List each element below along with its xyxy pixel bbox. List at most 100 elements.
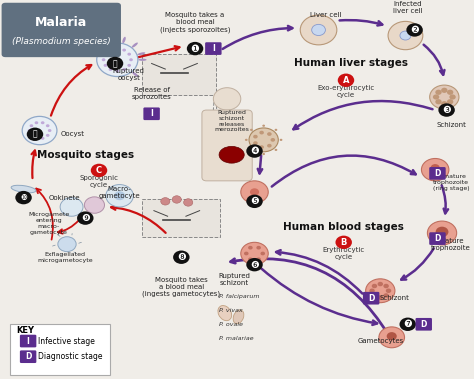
Circle shape: [29, 134, 33, 137]
Text: ❹: ❹: [250, 146, 259, 156]
Text: ❻: ❻: [250, 260, 259, 270]
Text: D: D: [434, 169, 441, 178]
Circle shape: [274, 149, 277, 151]
Circle shape: [267, 132, 272, 136]
Circle shape: [256, 246, 261, 249]
FancyArrowPatch shape: [258, 156, 262, 174]
Circle shape: [260, 252, 265, 255]
Circle shape: [15, 191, 32, 204]
FancyBboxPatch shape: [143, 108, 160, 120]
Circle shape: [104, 64, 107, 67]
Text: P. ovale: P. ovale: [219, 322, 243, 327]
Text: Mosquito takes a
blood meal
(injects sporozoites): Mosquito takes a blood meal (injects spo…: [160, 12, 230, 33]
FancyBboxPatch shape: [20, 350, 36, 363]
Circle shape: [41, 137, 45, 140]
Text: ❾: ❾: [81, 213, 90, 223]
Circle shape: [388, 21, 423, 50]
Text: KEY: KEY: [17, 326, 35, 335]
FancyArrowPatch shape: [261, 268, 377, 325]
Circle shape: [383, 293, 389, 298]
Ellipse shape: [132, 42, 138, 48]
Circle shape: [173, 251, 190, 264]
Circle shape: [213, 88, 241, 110]
Text: (Plasmodium species): (Plasmodium species): [12, 37, 110, 45]
Circle shape: [365, 279, 395, 303]
Circle shape: [35, 121, 38, 124]
Circle shape: [241, 181, 268, 203]
FancyArrowPatch shape: [442, 185, 448, 213]
Circle shape: [46, 134, 49, 137]
Circle shape: [262, 153, 265, 155]
Circle shape: [102, 58, 105, 61]
Circle shape: [267, 144, 272, 147]
Circle shape: [29, 124, 33, 127]
Circle shape: [428, 221, 456, 245]
Text: ❺: ❺: [250, 196, 259, 206]
Circle shape: [433, 94, 439, 100]
Ellipse shape: [138, 59, 146, 61]
Circle shape: [106, 185, 133, 207]
FancyBboxPatch shape: [363, 292, 379, 305]
FancyArrowPatch shape: [51, 65, 91, 116]
Circle shape: [386, 288, 391, 293]
Text: A: A: [343, 76, 349, 85]
Circle shape: [338, 74, 354, 87]
Circle shape: [271, 138, 275, 142]
Ellipse shape: [218, 305, 232, 321]
Text: Schizont: Schizont: [436, 122, 466, 128]
Ellipse shape: [11, 185, 36, 193]
Circle shape: [27, 129, 31, 132]
Circle shape: [430, 85, 459, 109]
Text: D: D: [25, 352, 31, 361]
Circle shape: [438, 103, 455, 117]
Circle shape: [77, 211, 93, 225]
Circle shape: [300, 15, 337, 45]
Circle shape: [256, 257, 261, 261]
Circle shape: [249, 128, 278, 152]
Text: C: C: [96, 166, 102, 175]
Text: Liver cell: Liver cell: [310, 12, 341, 18]
Text: Ruptured
oocyst: Ruptured oocyst: [113, 68, 145, 81]
Text: Macro-
gametocyte: Macro- gametocyte: [99, 185, 140, 199]
Text: Diagnostic stage: Diagnostic stage: [38, 352, 103, 361]
Text: ❽: ❽: [177, 252, 186, 262]
Text: Exo-erythrocytic
cycle: Exo-erythrocytic cycle: [318, 85, 374, 98]
Circle shape: [241, 242, 268, 265]
Text: I: I: [150, 109, 153, 118]
Circle shape: [274, 129, 277, 131]
FancyBboxPatch shape: [205, 42, 221, 55]
Text: Immature
trophozoite
(ring stage): Immature trophozoite (ring stage): [433, 174, 469, 191]
Circle shape: [435, 99, 442, 104]
Circle shape: [259, 145, 264, 149]
Circle shape: [244, 252, 248, 255]
FancyArrowPatch shape: [424, 45, 445, 75]
Text: D: D: [420, 320, 427, 329]
Text: Infective stage: Infective stage: [38, 337, 95, 346]
Circle shape: [250, 149, 253, 151]
Circle shape: [91, 164, 107, 177]
FancyBboxPatch shape: [416, 318, 432, 330]
Text: ❿: ❿: [20, 193, 27, 202]
Text: Mature
trophozoite: Mature trophozoite: [431, 238, 471, 251]
Circle shape: [246, 258, 263, 271]
FancyBboxPatch shape: [429, 232, 446, 245]
Text: B: B: [340, 238, 347, 247]
Text: ⓫: ⓫: [33, 130, 37, 139]
Circle shape: [46, 124, 49, 127]
Circle shape: [378, 282, 383, 286]
Text: Human liver stages: Human liver stages: [293, 58, 408, 69]
Circle shape: [435, 90, 442, 95]
Circle shape: [84, 197, 104, 213]
FancyArrowPatch shape: [230, 259, 388, 334]
Circle shape: [447, 90, 453, 95]
Circle shape: [369, 288, 375, 293]
Text: Malaria: Malaria: [35, 16, 87, 29]
Text: Gametocytes: Gametocytes: [357, 338, 403, 344]
FancyArrowPatch shape: [58, 220, 79, 234]
FancyArrowPatch shape: [276, 250, 362, 294]
Circle shape: [250, 188, 259, 196]
Text: ❸: ❸: [442, 105, 451, 115]
Circle shape: [259, 131, 264, 135]
Circle shape: [372, 284, 377, 288]
Text: Human blood stages: Human blood stages: [283, 222, 404, 232]
